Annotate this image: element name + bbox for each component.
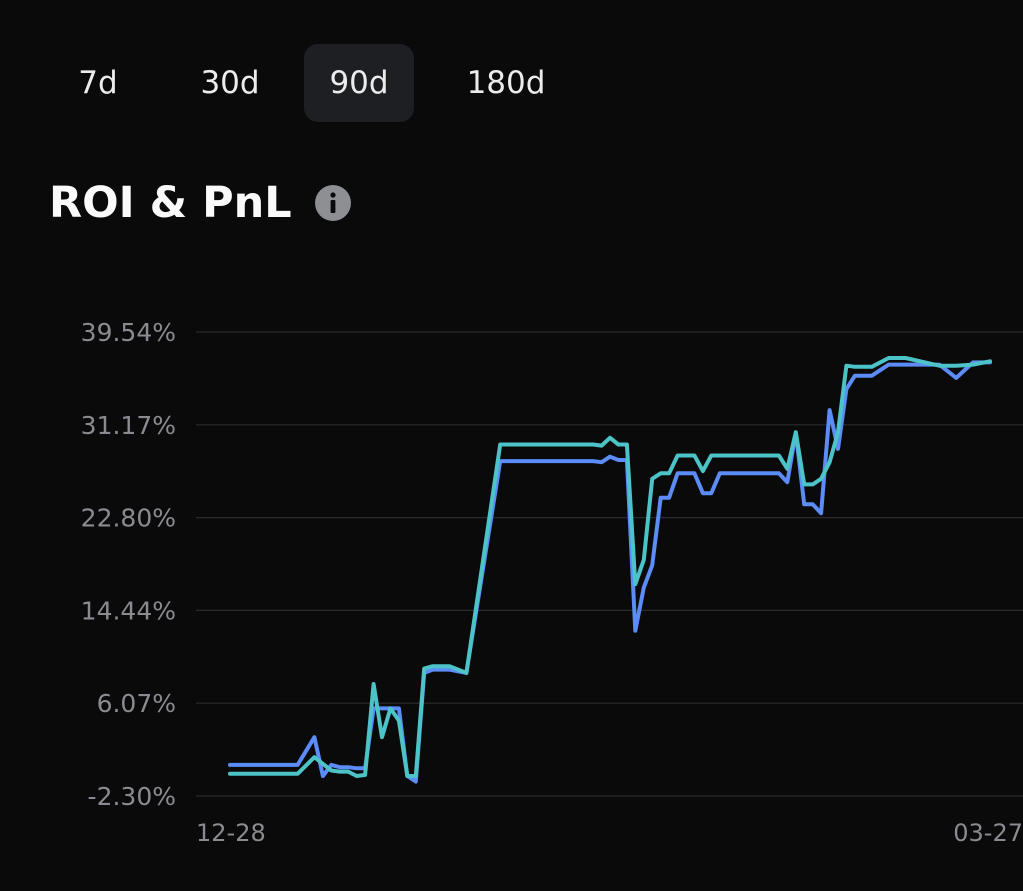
tab-7d[interactable]: 7d — [78, 65, 118, 101]
page-title: ROI & PnL — [49, 178, 292, 228]
x-tick-label: 12-28 — [196, 819, 266, 847]
section-header: ROI & PnL — [49, 178, 352, 228]
y-tick-label: 31.17% — [81, 411, 176, 440]
roi-pnl-chart: 39.54% 31.17% 22.80% 14.44% 6.07% -2.30% 12-2… — [81, 318, 1023, 847]
y-tick-label: -2.30% — [88, 782, 176, 811]
tab-90d[interactable]: 90d — [304, 44, 414, 122]
x-tick-label: 03-27 — [953, 819, 1023, 847]
y-tick-label: 14.44% — [81, 596, 176, 625]
y-tick-label: 6.07% — [97, 689, 176, 718]
pnl-series-line — [228, 356, 992, 778]
tab-30d[interactable]: 30d — [200, 65, 260, 101]
y-tick-label: 22.80% — [81, 504, 176, 533]
y-tick-label: 39.54% — [81, 318, 176, 347]
range-tabs: 7d 30d 90d 180d — [40, 44, 598, 122]
info-icon[interactable] — [314, 184, 352, 222]
tab-180d[interactable]: 180d — [466, 65, 546, 101]
